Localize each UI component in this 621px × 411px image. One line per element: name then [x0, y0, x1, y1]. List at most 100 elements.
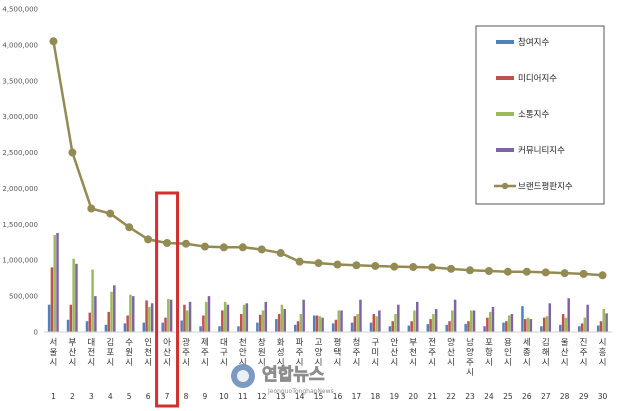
bar-2-4 [107, 311, 110, 332]
index-label: 3 [89, 392, 94, 401]
bar-3-12 [261, 310, 265, 332]
bar-3-23 [470, 310, 473, 332]
watermark-logo-inner [237, 370, 249, 382]
brand-index-point [371, 261, 380, 270]
brand-index-point [238, 243, 247, 252]
bar-4-3 [94, 296, 97, 332]
legend-swatch [496, 148, 514, 152]
y-tick-label: 3,500,000 [2, 77, 38, 85]
index-label: 12 [257, 392, 267, 401]
bar-2-15 [315, 315, 319, 332]
bar-2-22 [448, 321, 451, 332]
index-label: 6 [146, 392, 151, 401]
index-label: 20 [408, 392, 418, 401]
index-label: 11 [238, 392, 248, 401]
bar-4-2 [75, 263, 78, 332]
bar-1-16 [331, 323, 335, 332]
bar-3-2 [72, 258, 75, 332]
brand-index-point [333, 260, 342, 269]
bar-3-25 [507, 315, 511, 332]
y-tick-label: 1,500,000 [2, 221, 38, 229]
y-tick-label: 1,000,000 [2, 257, 38, 265]
bar-4-14 [302, 299, 305, 332]
bar-2-2 [69, 304, 73, 332]
bar-3-15 [318, 316, 322, 332]
brand-index-point [598, 271, 607, 280]
bar-4-1 [56, 232, 59, 332]
bar-4-4 [113, 285, 116, 332]
bar-3-1 [53, 235, 56, 332]
y-tick-label: 2,000,000 [2, 185, 38, 193]
legend-swatch [496, 112, 514, 116]
y-tick-label: 2,500,000 [2, 149, 38, 157]
bar-2-28 [561, 314, 565, 332]
bar-2-20 [410, 321, 413, 332]
bar-2-14 [296, 321, 300, 332]
bar-1-1 [47, 304, 51, 332]
brand-index-point [106, 209, 115, 218]
bar-1-4 [104, 324, 108, 332]
bar-1-2 [66, 319, 70, 332]
bar-4-5 [132, 296, 135, 332]
bar-4-7 [169, 299, 173, 332]
index-labels: 1 2 3 4 5 6 7 8 9 10 11 12 13 14 15 16 17 18 19 20 21 22 23 24 2… [51, 392, 607, 401]
bar-2-18 [372, 314, 376, 332]
legend-label: 브랜드평판지수 [518, 181, 573, 192]
index-label: 28 [560, 392, 570, 401]
brand-index-point [49, 37, 58, 46]
bar-4-15 [321, 317, 324, 332]
bar-4-27 [548, 303, 552, 332]
bar-1-8 [180, 320, 183, 332]
y-tick-label: 4,500,000 [2, 6, 38, 14]
legend-swatch-point [501, 182, 509, 190]
bar-2-26 [524, 319, 527, 332]
bar-1-12 [256, 322, 259, 332]
bar-2-13 [277, 314, 281, 332]
brand-index-point [219, 243, 228, 252]
bar-3-24 [488, 311, 492, 332]
category-labels: 서 울 시 부 산 시 대 전 시 김 포 시 수 원 시 인 천 시 아 산 시 광 주 시 제 주 시 대 구 시 천 안 시 창 원 시 화 성 시 파… [50, 337, 607, 378]
y-tick-label: 3,000,000 [2, 113, 38, 121]
bar-2-6 [145, 300, 148, 332]
bar-3-18 [375, 316, 378, 332]
bar-4-23 [472, 310, 476, 332]
bar-1-10 [218, 326, 221, 332]
brand-index-point [466, 266, 474, 275]
bar-4-9 [207, 296, 211, 332]
bar-4-19 [397, 304, 400, 332]
bar-2-25 [505, 321, 508, 332]
watermark-text: 연합뉴스 [262, 364, 325, 385]
index-label: 18 [371, 392, 381, 401]
bar-1-19 [388, 326, 392, 332]
bar-2-19 [391, 321, 394, 332]
bar-3-21 [432, 314, 435, 332]
index-label: 1 [51, 392, 56, 401]
bar-1-11 [237, 326, 240, 332]
bar-1-22 [445, 324, 448, 332]
bar-2-10 [221, 310, 224, 332]
bar-1-25 [502, 322, 505, 332]
brand-index-point [409, 263, 418, 272]
bar-3-9 [204, 301, 208, 332]
brand-index-point [200, 242, 209, 251]
bar-series-group [47, 232, 608, 332]
bar-4-8 [188, 301, 192, 332]
bar-1-17 [350, 322, 354, 332]
bar-2-27 [542, 317, 546, 332]
bar-1-15 [312, 315, 316, 332]
index-label: 23 [465, 392, 475, 401]
bar-1-30 [596, 325, 600, 332]
brand-index-point [125, 223, 134, 232]
brand-index-point [560, 269, 569, 278]
